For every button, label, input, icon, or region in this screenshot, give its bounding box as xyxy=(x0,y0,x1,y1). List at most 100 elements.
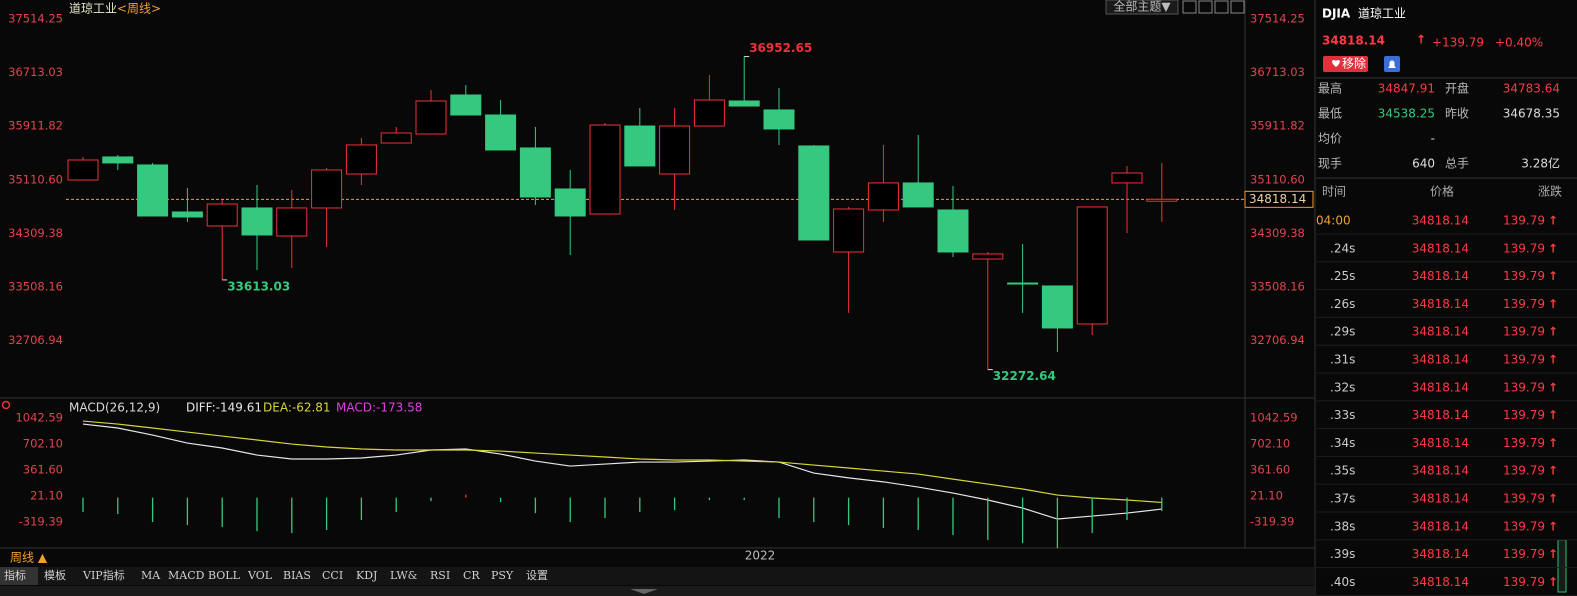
annotation: 33613.03 xyxy=(227,279,290,293)
tab[interactable]: 设置 xyxy=(526,569,548,582)
tick-price: 34818.14 xyxy=(1412,519,1469,533)
y-tick-label: 32706.94 xyxy=(8,333,63,347)
y-tick-label: 35911.82 xyxy=(1250,119,1305,133)
tab[interactable]: 指标 xyxy=(4,568,26,582)
last-price-label: 34818.14 xyxy=(1249,192,1306,206)
candle-body xyxy=(137,164,169,217)
tick-price: 34818.14 xyxy=(1412,269,1469,283)
y-tick-label: -319.39 xyxy=(1250,515,1294,529)
theme-button[interactable] xyxy=(1105,0,1179,15)
tick-arrow: ↑ xyxy=(1548,436,1558,450)
y-tick-label: 33508.16 xyxy=(1250,279,1305,293)
tick-arrow: ↑ xyxy=(1548,297,1558,311)
candle-body xyxy=(1041,285,1073,329)
tab[interactable]: LW& xyxy=(390,569,418,582)
period-label: <周线> xyxy=(117,2,161,16)
candle-body xyxy=(867,182,899,211)
tick-time: .35s xyxy=(1330,464,1355,478)
tick-change: 139.79 xyxy=(1503,325,1545,339)
tick-time: .37s xyxy=(1330,492,1355,506)
candle-body xyxy=(519,147,551,198)
y-tick-label: 32706.94 xyxy=(1250,333,1305,347)
tab[interactable]: VIP指标 xyxy=(82,568,125,582)
tick-time: .29s xyxy=(1330,325,1355,339)
candle-body xyxy=(415,100,447,135)
y-tick-label: 36713.03 xyxy=(1250,65,1305,79)
tick-change: 139.79 xyxy=(1503,214,1545,228)
tick-change: 139.79 xyxy=(1503,519,1545,533)
remove-button[interactable] xyxy=(1323,56,1368,72)
icon-button[interactable] xyxy=(1198,0,1213,14)
tab[interactable]: KDJ xyxy=(356,569,377,582)
tick-price: 34818.14 xyxy=(1412,380,1469,394)
column-header: 价格 xyxy=(1430,184,1454,199)
remove-button-label[interactable]: 移除 xyxy=(1342,56,1366,71)
x-tick-label: 2022 xyxy=(745,549,776,563)
icon-button[interactable] xyxy=(1230,0,1245,14)
tick-arrow: ↑ xyxy=(1548,325,1558,339)
tick-change: 139.79 xyxy=(1503,436,1545,450)
candle-body xyxy=(972,253,1004,260)
column-header: 时间 xyxy=(1322,185,1346,199)
candle-body xyxy=(589,124,621,215)
tab[interactable]: BIAS xyxy=(283,569,311,582)
y-tick-label: 35911.82 xyxy=(8,119,63,133)
heart-icon xyxy=(1332,59,1340,67)
period-selector[interactable]: 周线 ▲ xyxy=(10,551,48,565)
scroll-bar xyxy=(0,586,1315,596)
icon-button[interactable] xyxy=(1182,0,1197,14)
tick-arrow: ↑ xyxy=(1548,492,1558,506)
tick-price: 34818.14 xyxy=(1412,408,1469,422)
tick-time: 04:00 xyxy=(1316,214,1351,228)
y-tick-label: 702.10 xyxy=(23,437,63,451)
stat-value: 3.28亿 xyxy=(1521,156,1560,171)
theme-button-label[interactable]: 全部主题▼ xyxy=(1113,0,1171,14)
stat-value: 34783.64 xyxy=(1503,82,1560,96)
scroll-handle[interactable] xyxy=(630,589,658,594)
price-arrow: ↑ xyxy=(1416,33,1426,47)
tick-price: 34818.14 xyxy=(1412,241,1469,255)
candle-body xyxy=(763,109,795,130)
candle-body xyxy=(833,208,865,253)
candle-body xyxy=(937,209,969,253)
stat-label: 开盘 xyxy=(1445,81,1469,96)
tick-time: .32s xyxy=(1330,380,1355,394)
indicator-icon[interactable] xyxy=(1,400,11,410)
tick-change: 139.79 xyxy=(1503,380,1545,394)
tick-change: 139.79 xyxy=(1503,547,1545,561)
y-tick-label: 1042.59 xyxy=(1250,411,1298,425)
tab[interactable]: BOLL xyxy=(208,569,241,582)
tab[interactable]: CCI xyxy=(322,569,343,582)
tab[interactable]: MA xyxy=(141,569,161,582)
change: +139.79 xyxy=(1432,36,1484,50)
macd-line xyxy=(82,423,1162,520)
symbol-name: 道琼工业 xyxy=(1358,6,1406,21)
tab[interactable]: VOL xyxy=(247,569,273,582)
tab[interactable]: CR xyxy=(463,569,480,582)
candle-body xyxy=(1146,198,1178,202)
stat-label: 现手 xyxy=(1318,157,1342,171)
tab[interactable]: RSI xyxy=(430,569,450,582)
tick-change: 139.79 xyxy=(1503,269,1545,283)
stat-value: 34847.91 xyxy=(1378,82,1435,96)
y-tick-label: 702.10 xyxy=(1250,437,1290,451)
candle-body xyxy=(554,188,586,217)
tick-time: .39s xyxy=(1330,547,1355,561)
icon-button[interactable] xyxy=(1214,0,1229,14)
candle-body xyxy=(380,132,412,144)
candle-body xyxy=(798,145,830,241)
tab[interactable]: MACD xyxy=(168,569,205,582)
y-tick-label: 36713.03 xyxy=(8,65,63,79)
tick-price: 34818.14 xyxy=(1412,214,1469,228)
y-tick-label: 34309.38 xyxy=(1250,226,1305,240)
legend-entry: DIFF:-149.61 xyxy=(186,401,262,415)
tab[interactable]: PSY xyxy=(491,569,514,582)
tick-price: 34818.14 xyxy=(1412,464,1469,478)
annotation: 32272.64 xyxy=(993,369,1056,383)
tab[interactable]: 模板 xyxy=(44,568,66,582)
y-tick-label: 35110.60 xyxy=(1250,172,1305,186)
tick-arrow: ↑ xyxy=(1548,241,1558,255)
chart-title: 道琼工业 xyxy=(69,1,117,16)
candle-body xyxy=(345,144,377,175)
tick-time: .34s xyxy=(1330,436,1355,450)
